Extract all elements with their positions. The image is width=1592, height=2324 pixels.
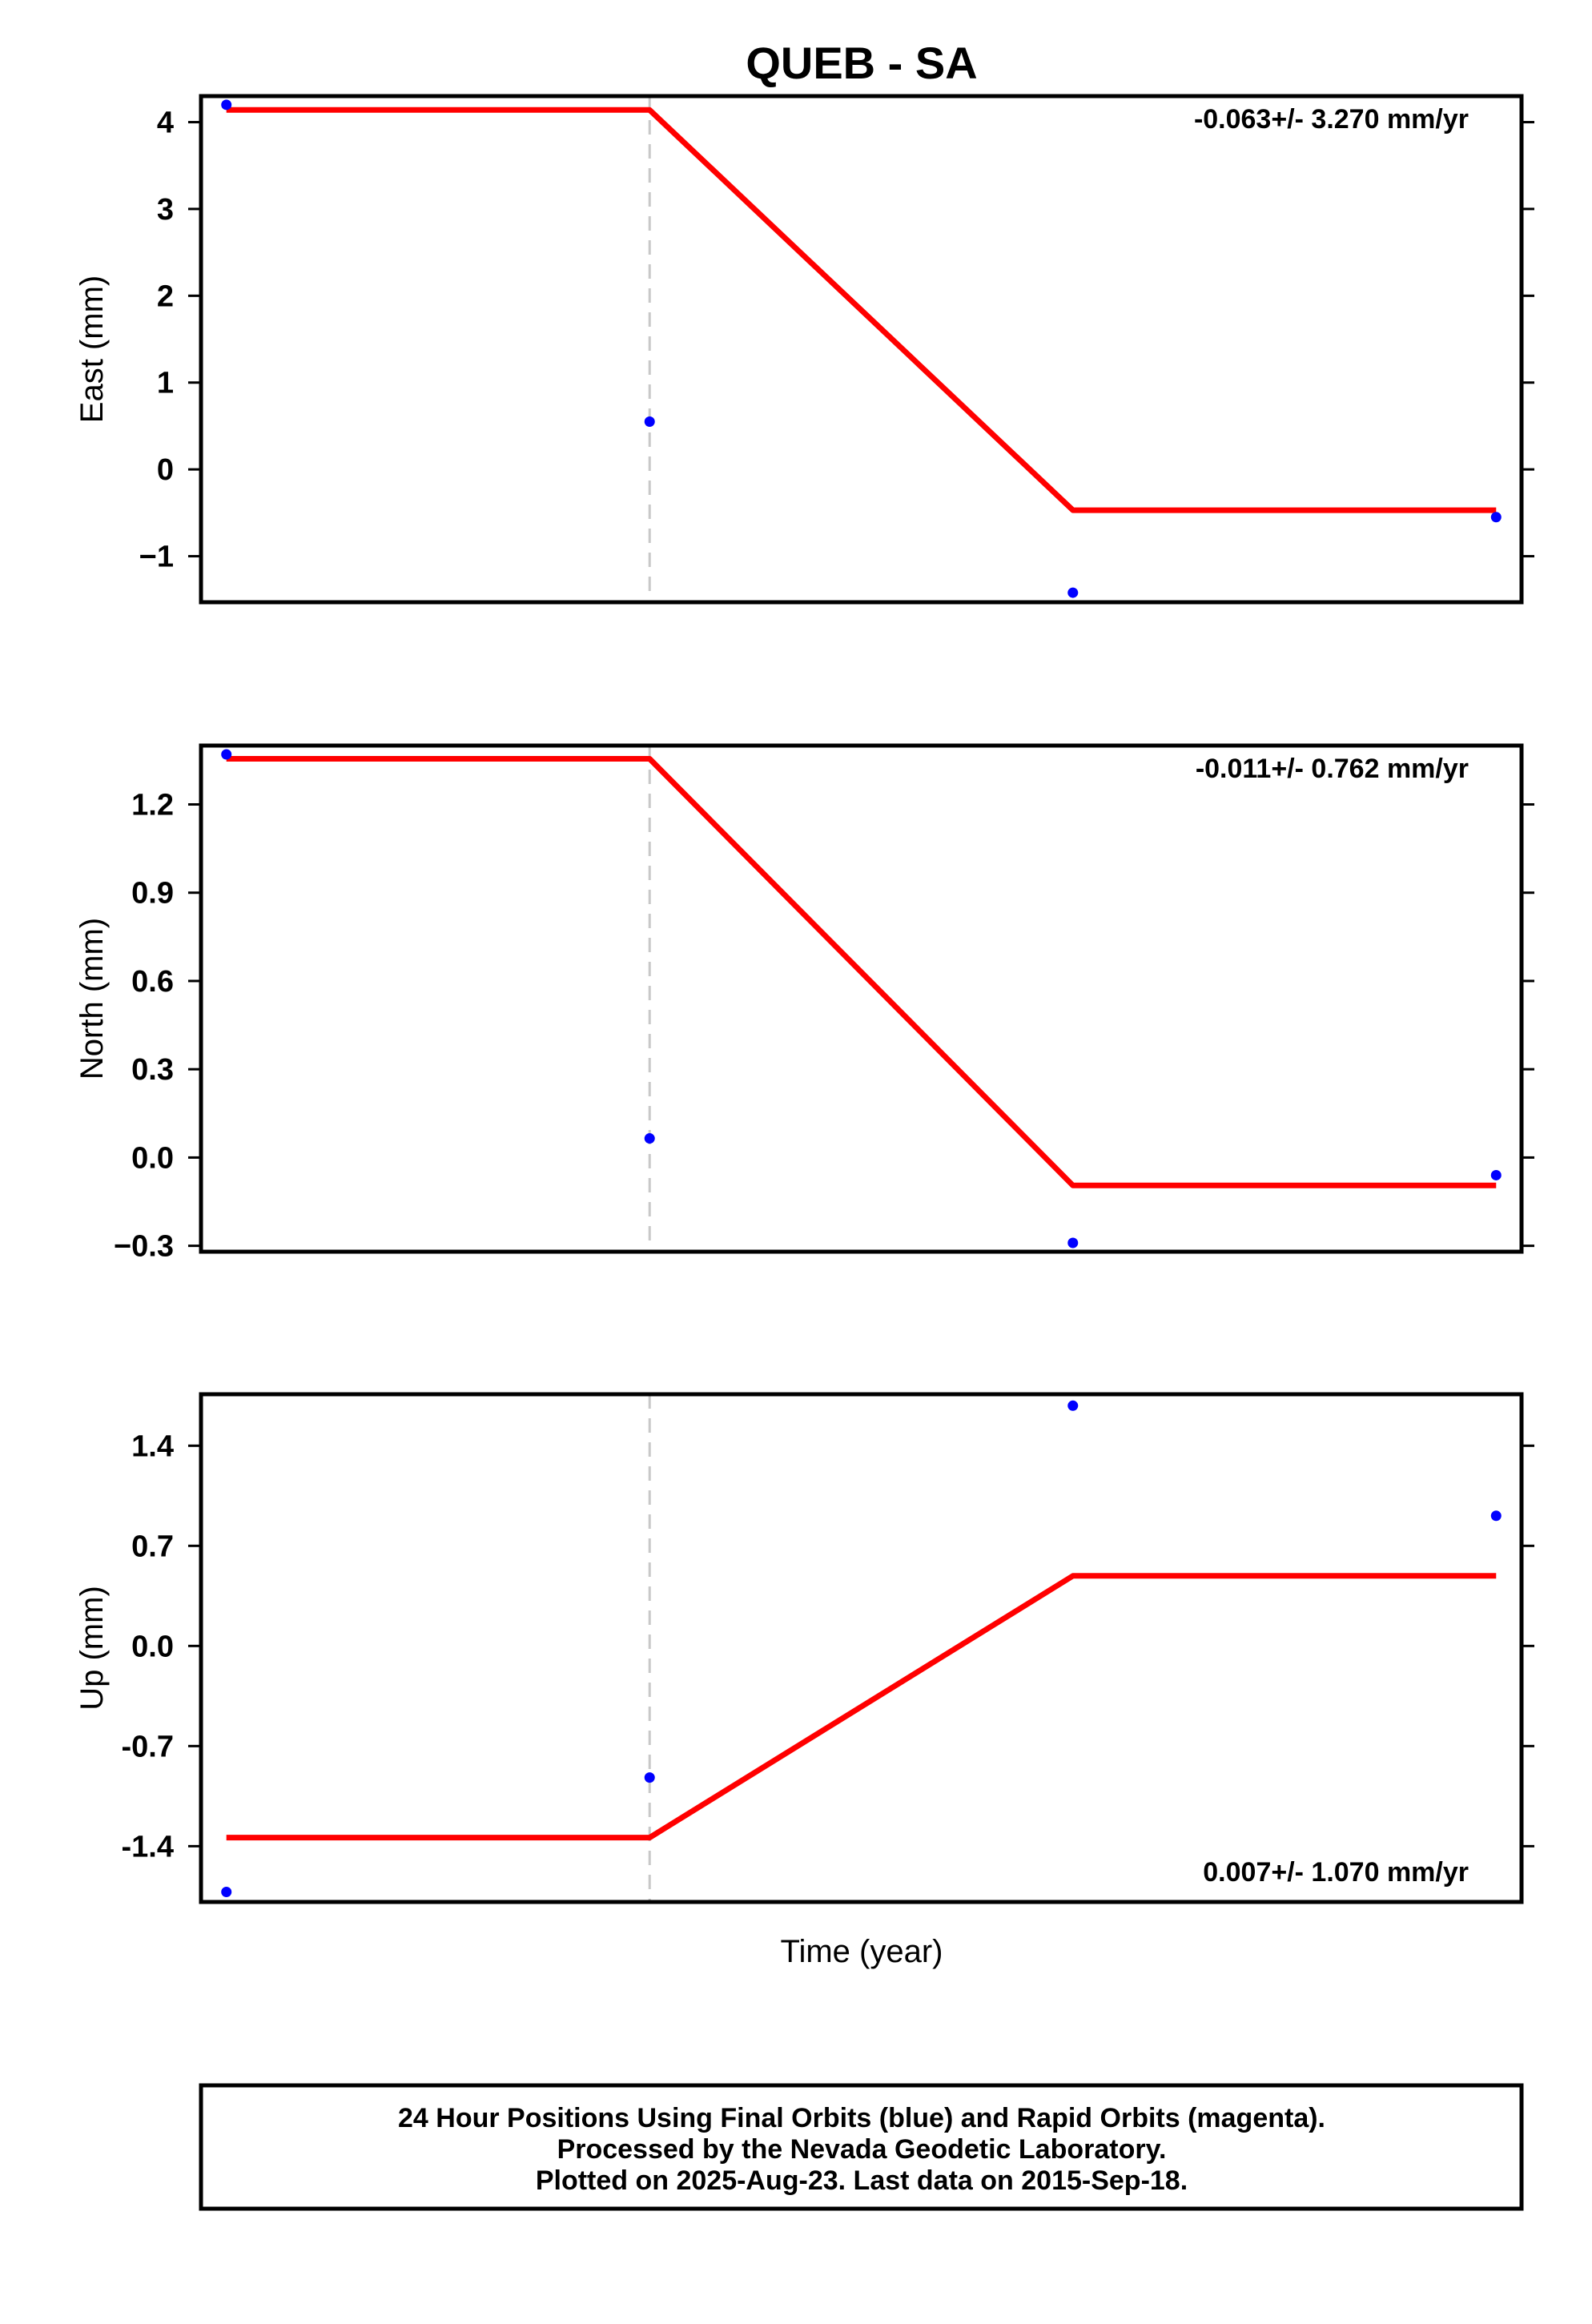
east-ytick-label: 4 bbox=[157, 107, 174, 140]
panels: 4 3 2 1 0 −1 East (mm) -0.063+/- 3.270 mm/yr 1.2… bbox=[74, 94, 1534, 1904]
north-ytick-label: 0.3 bbox=[131, 1053, 174, 1087]
east-ytick-label: −1 bbox=[139, 541, 174, 574]
north-observation-point bbox=[221, 749, 232, 760]
east-observation-point bbox=[644, 416, 655, 428]
east-model-line bbox=[226, 107, 1497, 513]
east-observation-point bbox=[221, 99, 232, 111]
footer-line-1: 24 Hour Positions Using Final Orbits (bl… bbox=[398, 2103, 1325, 2133]
footer-line-2: Processed by the Nevada Geodetic Laborat… bbox=[557, 2134, 1167, 2165]
footer-line-3: Plotted on 2025-Aug-23. Last data on 201… bbox=[536, 2165, 1188, 2196]
east-observation-point bbox=[1490, 512, 1502, 523]
up-ytick-label: 1.4 bbox=[131, 1429, 174, 1463]
up-ytick-label: 0.0 bbox=[131, 1630, 174, 1663]
north-observation-point bbox=[1067, 1237, 1079, 1248]
north-ytick-label: 1.2 bbox=[131, 788, 174, 822]
east-ytick-label: 3 bbox=[157, 193, 174, 227]
east-y-axis-label: East (mm) bbox=[74, 275, 110, 423]
east-rate-annotation: -0.063+/- 3.270 mm/yr bbox=[1194, 104, 1469, 135]
north-plot-frame bbox=[199, 743, 1524, 1254]
north-ytick-label: 0.6 bbox=[131, 965, 174, 999]
east-ytick-label: 0 bbox=[157, 453, 174, 487]
chart-title: QUEB - SA bbox=[746, 38, 977, 88]
north-ytick-label: −0.3 bbox=[114, 1230, 174, 1264]
north-observation-point bbox=[1490, 1169, 1502, 1180]
north-observation-point bbox=[644, 1133, 655, 1144]
panel-east: 4 3 2 1 0 −1 East (mm) -0.063+/- 3.270 mm/yr bbox=[74, 94, 1534, 605]
up-observation-point bbox=[1067, 1400, 1079, 1411]
x-axis-label: Time (year) bbox=[781, 1934, 943, 1969]
north-model-line bbox=[226, 756, 1497, 1188]
east-observation-point bbox=[1067, 587, 1079, 598]
up-rate-annotation: 0.007+/- 1.070 mm/yr bbox=[1203, 1857, 1469, 1888]
panel-up: 1.4 0.7 0.0 -0.7 -1.4 Up (mm) 0.007+/- 1.070 m… bbox=[74, 1392, 1534, 1904]
up-y-axis-label: Up (mm) bbox=[74, 1586, 110, 1711]
north-ytick-label: 0.0 bbox=[131, 1141, 174, 1175]
east-ytick-label: 1 bbox=[157, 367, 174, 400]
up-ytick-label: 0.7 bbox=[131, 1530, 174, 1563]
footer-box: 24 Hour Positions Using Final Orbits (bl… bbox=[199, 2083, 1524, 2211]
east-plot-frame bbox=[199, 94, 1524, 605]
up-plot-frame bbox=[199, 1392, 1524, 1904]
north-rate-annotation: -0.011+/- 0.762 mm/yr bbox=[1196, 754, 1469, 784]
footer-frame bbox=[199, 2083, 1524, 2211]
north-y-axis-label: North (mm) bbox=[74, 918, 110, 1080]
east-ytick-label: 2 bbox=[157, 279, 174, 313]
north-ytick-label: 0.9 bbox=[131, 877, 174, 911]
up-observation-point bbox=[221, 1886, 232, 1897]
up-observation-point bbox=[644, 1772, 655, 1783]
panel-north: 1.2 0.9 0.6 0.3 0.0 −0.3 North (mm) -0.011+/- 0… bbox=[74, 743, 1534, 1264]
up-observation-point bbox=[1490, 1510, 1502, 1522]
up-ytick-label: -1.4 bbox=[122, 1830, 174, 1864]
up-model-line bbox=[226, 1573, 1497, 1841]
up-ytick-label: -0.7 bbox=[122, 1730, 174, 1763]
